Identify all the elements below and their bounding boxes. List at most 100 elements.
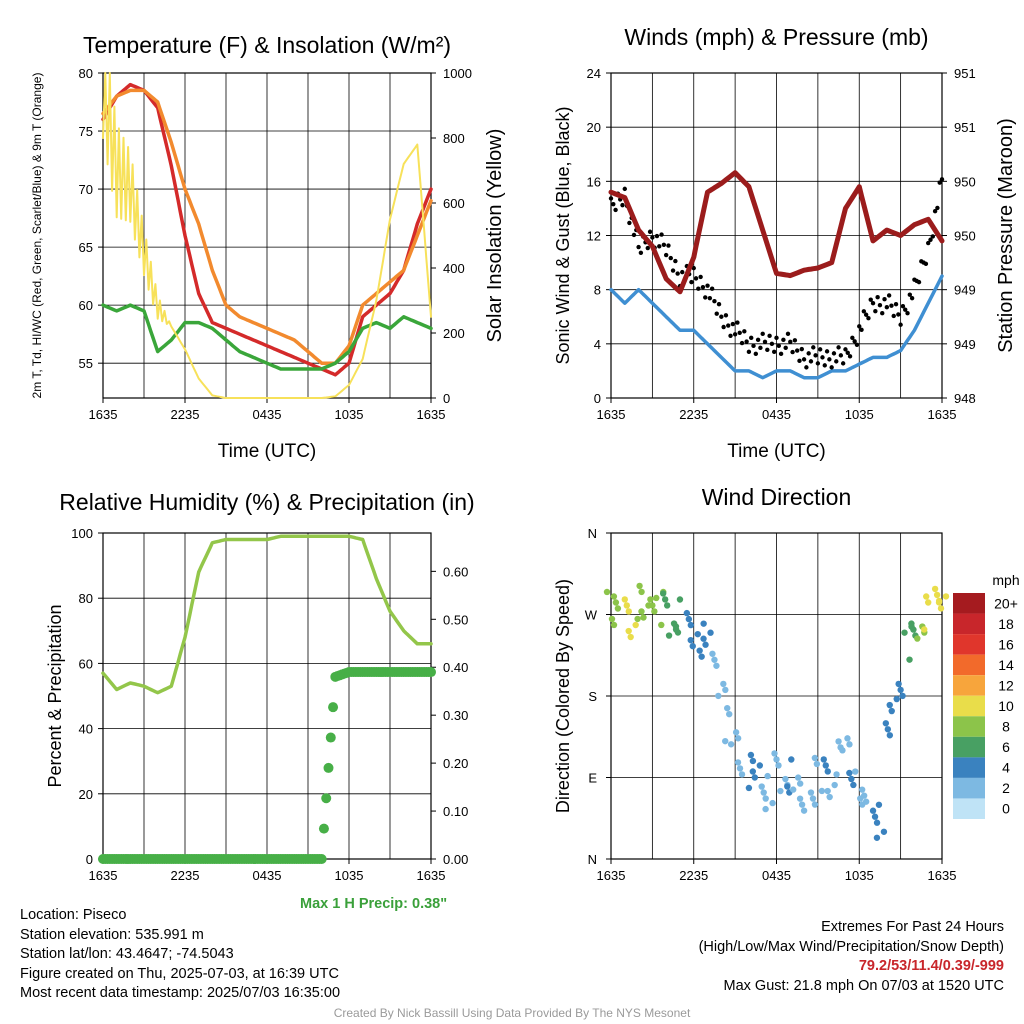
gust-point: [650, 235, 655, 240]
gust-point: [696, 286, 701, 291]
direction-point: [833, 771, 840, 778]
direction-point: [813, 760, 821, 768]
direction-point: [638, 608, 645, 615]
y-tick-label: 16: [587, 174, 601, 189]
gust-point: [668, 255, 673, 261]
direction-point: [698, 653, 705, 660]
direction-point: [636, 582, 643, 590]
max-precip-note: Max 1 H Precip: 0.38": [300, 896, 448, 912]
gust-point: [645, 245, 650, 251]
y2-tick-label: 200: [443, 326, 465, 341]
direction-point: [886, 701, 893, 709]
direction-point: [713, 662, 720, 669]
gust-point: [889, 303, 894, 308]
y2-tick-label: 400: [443, 261, 465, 276]
direction-point: [747, 751, 755, 759]
credit-line: Created By Nick Bassill Using Data Provi…: [333, 1006, 691, 1020]
precip-point: [426, 667, 436, 678]
colorbar-label: 20+: [994, 595, 1018, 611]
colorbar-label: 16: [998, 636, 1014, 652]
x-tick-label: 1635: [89, 868, 118, 883]
direction-point: [942, 593, 950, 600]
gust-point: [905, 311, 910, 316]
gust-point: [758, 345, 763, 351]
gust-point: [769, 341, 775, 347]
direction-point: [711, 656, 718, 663]
gust-point: [657, 244, 662, 249]
direction-point: [683, 609, 691, 617]
direction-point: [789, 786, 797, 793]
direction-point: [610, 621, 618, 629]
y-tick-label: 12: [587, 229, 601, 244]
gust-point: [772, 349, 777, 355]
station-info: Location: Piseco Station elevation: 535.…: [20, 906, 340, 1004]
direction-point: [685, 615, 693, 623]
gust-point: [663, 252, 669, 258]
gust-point: [716, 302, 722, 307]
direction-point: [788, 756, 795, 763]
y2-tick-label: 0: [443, 391, 450, 406]
gust-point: [935, 205, 940, 211]
y2-tick-label: 0.10: [443, 804, 468, 819]
gust-point: [882, 297, 887, 302]
direction-point: [672, 623, 680, 630]
y2-tick-label: 1000: [443, 66, 472, 81]
direction-point: [762, 805, 769, 813]
direction-point: [707, 629, 714, 636]
direction-point: [848, 775, 855, 783]
gust-point: [755, 337, 761, 343]
y-tick-label: 8: [594, 283, 601, 298]
precip-point: [316, 854, 327, 864]
y-tick-label: 20: [79, 787, 93, 802]
gust-point: [613, 207, 618, 213]
direction-point: [921, 626, 928, 633]
y2-tick-label: 950: [954, 174, 976, 189]
colorbar-swatch: [953, 593, 985, 614]
x-tick-label: 2235: [171, 407, 200, 422]
direction-point: [687, 636, 694, 644]
gust-point: [937, 180, 942, 185]
y-tick-label: 20: [587, 120, 601, 135]
station-location: Location: Piseco: [20, 907, 127, 923]
direction-point: [696, 647, 703, 654]
gust-point: [824, 349, 830, 354]
gust-point: [709, 286, 715, 291]
gust-point: [776, 343, 781, 349]
gust-point: [893, 302, 899, 307]
x-tick-label: 2235: [679, 868, 708, 883]
gust-point: [863, 312, 869, 317]
y2-tick-label: 948: [954, 391, 976, 406]
y2-tick-label: 0.40: [443, 660, 468, 675]
gust-point: [875, 295, 880, 300]
direction-point: [749, 768, 757, 775]
x-tick-label: 1635: [928, 407, 957, 422]
chart-panel-3: Relative Humidity (%) & Precipitation (i…: [45, 489, 475, 883]
chart-title: Winds (mph) & Pressure (mb): [624, 24, 928, 50]
y-tick-label: 70: [79, 182, 93, 197]
gust-point: [788, 339, 793, 345]
gust-point: [781, 337, 786, 343]
direction-point: [647, 596, 654, 603]
chart-panel-1: Temperature (F) & Insolation (W/m²) 1635 2…: [30, 32, 506, 462]
gust-point: [611, 201, 616, 207]
direction-point: [820, 756, 827, 763]
gust-point: [739, 340, 745, 346]
y-tick-label: 24: [587, 66, 601, 81]
direction-point: [623, 602, 630, 609]
gust-point: [703, 295, 708, 300]
colorbar-label: 14: [998, 657, 1014, 673]
direction-point: [831, 781, 838, 789]
direction-point: [700, 635, 707, 642]
gust-point: [926, 240, 931, 246]
y-tick-label: N: [588, 526, 597, 541]
direction-point: [914, 635, 921, 642]
direction-point: [651, 608, 658, 615]
gust-point: [806, 351, 811, 356]
precip-point: [328, 702, 339, 713]
gust-point: [923, 261, 929, 267]
gust-point: [804, 365, 809, 370]
gust-point: [742, 329, 747, 334]
gust-point: [659, 232, 664, 237]
direction-point: [811, 801, 819, 808]
direction-point: [782, 775, 789, 783]
